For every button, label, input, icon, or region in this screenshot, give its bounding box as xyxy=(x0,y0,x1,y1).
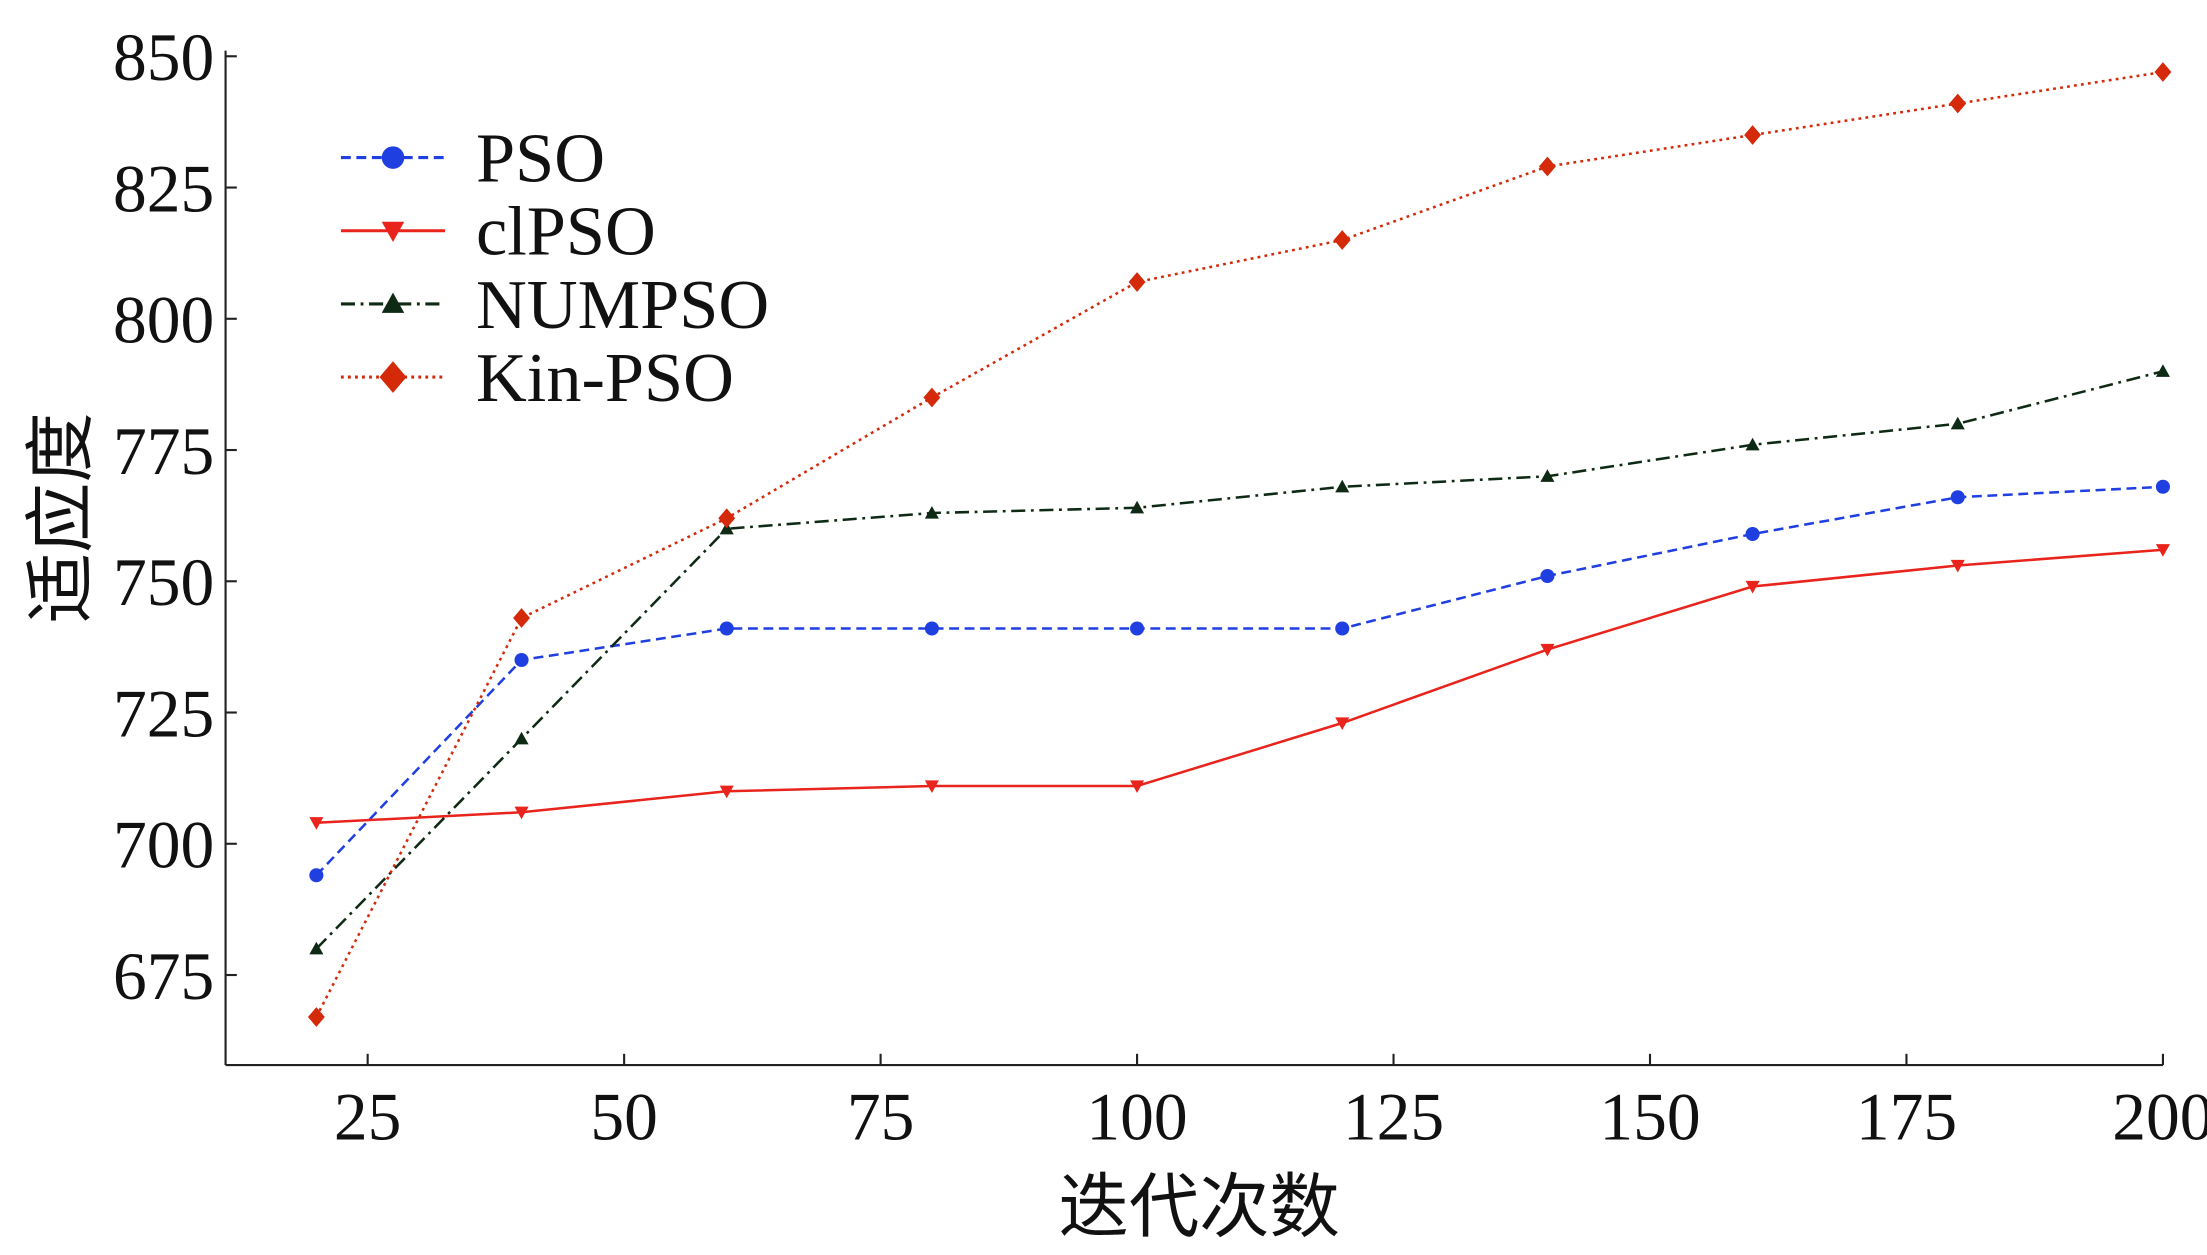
data-point xyxy=(924,780,939,794)
series-pso xyxy=(309,479,2170,883)
data-point xyxy=(1949,93,1967,114)
data-point xyxy=(2155,479,2170,494)
data-point xyxy=(2154,62,2172,82)
y-axis-label: 适应度 xyxy=(23,412,101,623)
data-point xyxy=(309,817,324,830)
series-clpso xyxy=(309,544,2170,830)
data-point xyxy=(1745,437,1760,451)
y-tick-label: 850 xyxy=(113,20,214,95)
axes xyxy=(224,50,2163,1067)
data-point xyxy=(1333,230,1351,250)
series-numpso xyxy=(309,364,2170,955)
data-point xyxy=(1130,500,1145,514)
data-point xyxy=(1745,526,1760,542)
data-point xyxy=(2155,364,2170,377)
y-tick-label: 700 xyxy=(113,808,214,883)
data-point xyxy=(1540,568,1555,584)
data-point xyxy=(2155,544,2170,557)
x-tick-label: 200 xyxy=(2112,1080,2207,1155)
data-point xyxy=(309,941,324,955)
legend-label: clPSO xyxy=(476,193,656,271)
series-line xyxy=(315,485,2163,877)
data-point xyxy=(1540,469,1555,482)
series-line xyxy=(316,548,2164,825)
legend-item-clpso: clPSO xyxy=(340,193,656,271)
data-point xyxy=(1538,156,1556,177)
x-tick-label: 125 xyxy=(1343,1080,1444,1155)
data-point xyxy=(514,731,529,745)
legend-marker xyxy=(381,146,405,169)
legend-marker xyxy=(381,221,405,242)
data-point xyxy=(1950,559,1965,573)
data-point xyxy=(1540,643,1555,657)
data-point xyxy=(307,1007,325,1027)
data-point xyxy=(514,806,529,820)
y-tick-label: 775 xyxy=(113,414,214,489)
y-tick-label: 675 xyxy=(113,939,214,1014)
legend-marker xyxy=(381,292,405,313)
legend-label: PSO xyxy=(476,119,605,197)
x-axis-label: 迭代次数 xyxy=(1059,1169,1340,1247)
x-tick-label: 50 xyxy=(590,1080,658,1155)
data-point xyxy=(309,868,324,883)
y-tick-label: 725 xyxy=(113,676,214,751)
y-tick-label: 750 xyxy=(113,545,214,620)
x-tick-label: 150 xyxy=(1599,1080,1700,1155)
y-tick-label: 800 xyxy=(113,283,214,358)
data-point xyxy=(1744,125,1762,145)
data-point xyxy=(718,508,736,529)
x-ticks: 25 50 75 100 125 150 175 200 xyxy=(334,1053,2207,1155)
x-tick-label: 175 xyxy=(1856,1080,1957,1155)
data-point xyxy=(1950,490,1965,505)
x-tick-label: 75 xyxy=(847,1080,915,1155)
data-point xyxy=(1950,416,1965,430)
legend-label: NUMPSO xyxy=(476,266,769,344)
legend-item-numpso: NUMPSO xyxy=(340,266,769,344)
x-tick-label: 100 xyxy=(1086,1080,1187,1155)
legend-marker xyxy=(379,361,407,393)
data-point xyxy=(1128,272,1146,292)
legend-item-pso: PSO xyxy=(340,119,605,197)
series-line xyxy=(315,370,2164,950)
data-point xyxy=(1335,621,1350,636)
data-point xyxy=(1335,717,1350,731)
data-point xyxy=(924,621,939,636)
data-point xyxy=(719,621,734,636)
data-point xyxy=(1130,621,1145,636)
y-ticks: 675 700 725 750 775 800 825 850 xyxy=(113,20,237,1014)
data-point xyxy=(719,785,734,799)
data-point xyxy=(513,608,530,628)
legend-label: Kin-PSO xyxy=(476,339,734,417)
data-point xyxy=(514,652,529,668)
x-tick-label: 25 xyxy=(334,1080,402,1155)
data-point xyxy=(924,505,939,519)
data-point xyxy=(923,387,941,408)
data-point xyxy=(1745,580,1760,594)
legend-item-kin-pso: Kin-PSO xyxy=(340,339,734,417)
data-point xyxy=(1335,479,1350,493)
series-group xyxy=(307,62,2172,1027)
data-point xyxy=(1130,780,1145,794)
y-tick-label: 825 xyxy=(113,151,214,226)
